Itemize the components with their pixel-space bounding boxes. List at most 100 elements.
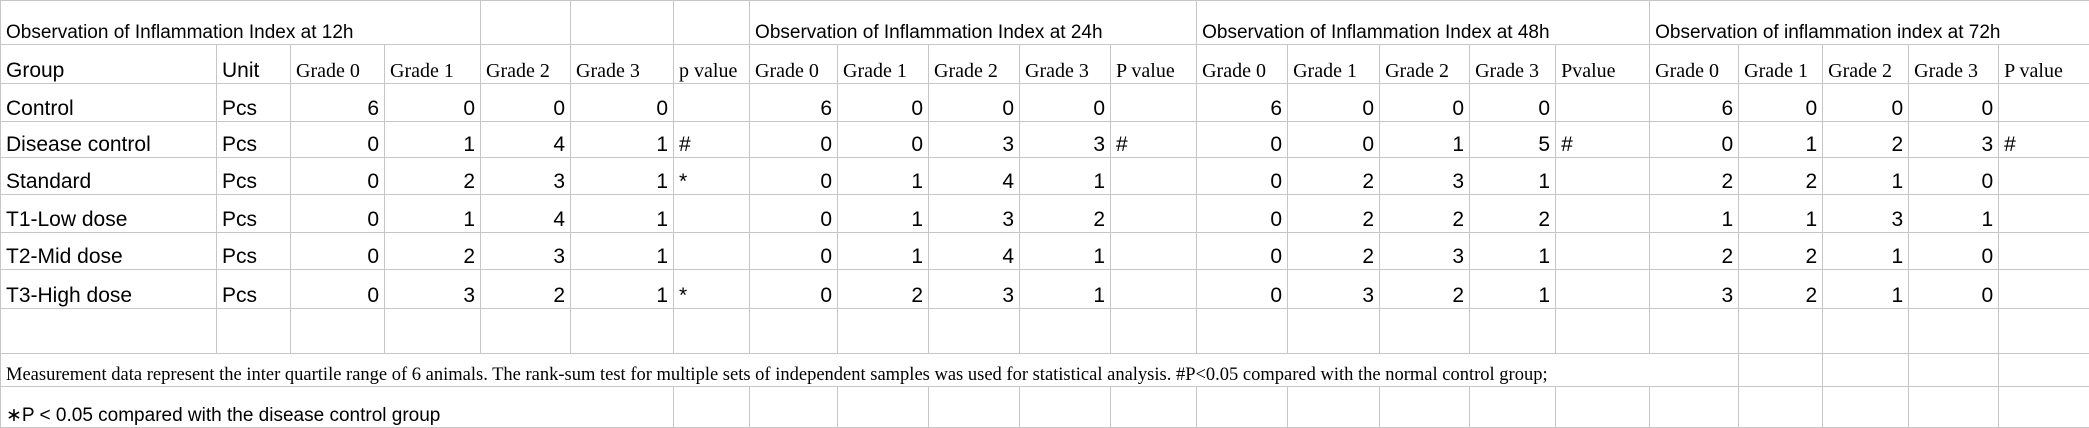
p-value: # <box>1111 122 1197 158</box>
empty-cell <box>1556 309 1650 354</box>
column-header: Grade 0 <box>750 45 838 84</box>
empty-cell <box>217 309 291 354</box>
table-row: Measurement data represent the inter qua… <box>1 354 2089 387</box>
grade-count: 2 <box>481 270 571 309</box>
grade-count: 1 <box>571 122 674 158</box>
grade-count: 1 <box>838 195 929 233</box>
p-value <box>1999 195 2089 233</box>
grade-count: 4 <box>481 122 571 158</box>
grade-count: 0 <box>385 84 481 122</box>
grade-count: 1 <box>1909 195 1999 233</box>
empty-cell <box>1909 354 1999 387</box>
grade-count: 0 <box>1739 84 1823 122</box>
unit: Pcs <box>217 233 291 270</box>
empty-cell <box>481 1 571 45</box>
p-value <box>1556 158 1650 195</box>
empty-cell <box>1380 387 1470 428</box>
unit: Pcs <box>217 158 291 195</box>
grade-count: 2 <box>838 270 929 309</box>
grade-count: 0 <box>1823 84 1909 122</box>
column-header: Pvalue <box>1556 45 1650 84</box>
grade-count: 3 <box>929 122 1020 158</box>
grade-count: 3 <box>1288 270 1380 309</box>
empty-cell <box>838 387 929 428</box>
column-header: Grade 0 <box>291 45 385 84</box>
p-value <box>1556 195 1650 233</box>
grade-count: 2 <box>1288 195 1380 233</box>
grade-count: 0 <box>1909 158 1999 195</box>
grade-count: 0 <box>1380 84 1470 122</box>
p-value <box>1556 270 1650 309</box>
grade-count: 2 <box>385 233 481 270</box>
empty-cell <box>1823 387 1909 428</box>
grade-count: 1 <box>1823 233 1909 270</box>
empty-cell <box>1470 309 1556 354</box>
group-name: Control <box>1 84 217 122</box>
column-header: Grade 2 <box>1823 45 1909 84</box>
p-value <box>1111 84 1197 122</box>
grade-count: 6 <box>750 84 838 122</box>
grade-count: 0 <box>929 84 1020 122</box>
column-header: p value <box>674 45 750 84</box>
grade-count: 0 <box>1197 122 1288 158</box>
column-header: Grade 3 <box>571 45 674 84</box>
p-value <box>674 233 750 270</box>
grade-count: 0 <box>750 195 838 233</box>
empty-cell <box>1823 309 1909 354</box>
grade-count: 0 <box>1470 84 1556 122</box>
grade-count: 0 <box>1909 84 1999 122</box>
unit: Pcs <box>217 270 291 309</box>
p-value <box>1111 158 1197 195</box>
empty-cell <box>1020 309 1111 354</box>
column-header: Group <box>1 45 217 84</box>
grade-count: 1 <box>838 158 929 195</box>
grade-count: 2 <box>385 158 481 195</box>
empty-cell <box>1111 309 1197 354</box>
grade-count: 2 <box>1650 233 1739 270</box>
column-header: Grade 2 <box>481 45 571 84</box>
column-header: Grade 1 <box>1739 45 1823 84</box>
empty-cell <box>838 309 929 354</box>
grade-count: 2 <box>1020 195 1111 233</box>
grade-count: 2 <box>1739 158 1823 195</box>
column-header: Grade 2 <box>929 45 1020 84</box>
group-name: T1-Low dose <box>1 195 217 233</box>
p-value: # <box>1556 122 1650 158</box>
empty-cell <box>750 387 838 428</box>
p-value: # <box>1999 122 2089 158</box>
table-row: ∗P < 0.05 compared with the disease cont… <box>1 387 2089 428</box>
empty-cell <box>1650 309 1739 354</box>
grade-count: 4 <box>481 195 571 233</box>
group-name: T2-Mid dose <box>1 233 217 270</box>
column-header: P value <box>1111 45 1197 84</box>
grade-count: 0 <box>1197 270 1288 309</box>
empty-cell <box>1470 387 1556 428</box>
grade-count: 3 <box>1380 158 1470 195</box>
grade-count: 1 <box>1739 195 1823 233</box>
grade-count: 0 <box>481 84 571 122</box>
grade-count: 3 <box>1823 195 1909 233</box>
grade-count: 4 <box>929 233 1020 270</box>
empty-cell <box>1 309 217 354</box>
grade-count: 2 <box>1288 233 1380 270</box>
grade-count: 3 <box>481 158 571 195</box>
empty-cell <box>1739 309 1823 354</box>
empty-cell <box>1739 354 1823 387</box>
grade-count: 6 <box>291 84 385 122</box>
group-name: Disease control <box>1 122 217 158</box>
grade-count: 1 <box>1020 270 1111 309</box>
grade-count: 3 <box>929 270 1020 309</box>
grade-count: 1 <box>1823 158 1909 195</box>
column-header: Grade 1 <box>385 45 481 84</box>
grade-count: 1 <box>1823 270 1909 309</box>
grade-count: 0 <box>291 195 385 233</box>
empty-cell <box>1020 387 1111 428</box>
empty-cell <box>1739 387 1823 428</box>
empty-cell <box>571 309 674 354</box>
grade-count: 3 <box>385 270 481 309</box>
